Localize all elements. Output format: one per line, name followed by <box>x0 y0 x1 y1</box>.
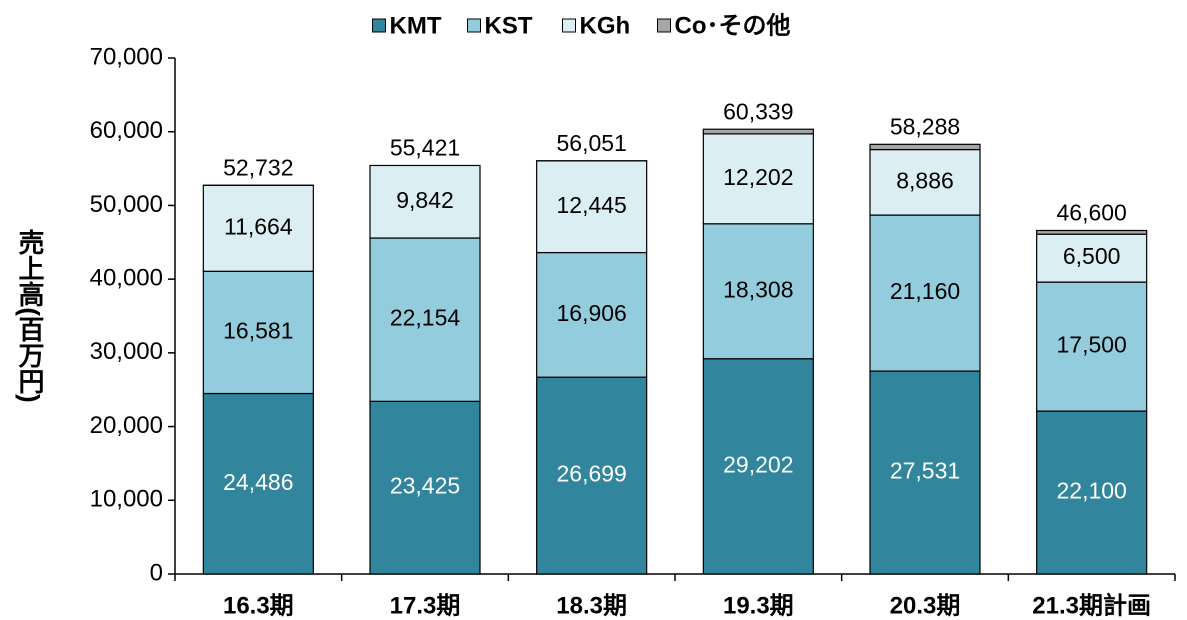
data-label: 16,906 <box>556 300 626 326</box>
data-label: 12,445 <box>556 192 626 218</box>
data-label: 9,842 <box>396 187 454 213</box>
data-label: 24,486 <box>223 469 293 495</box>
data-label: 22,154 <box>390 305 461 331</box>
total-label: 46,600 <box>1056 200 1126 226</box>
y-tick-label: 50,000 <box>90 191 163 218</box>
y-tick-label: 10,000 <box>90 486 163 513</box>
x-tick-label: 21.3期計画 <box>1032 591 1151 619</box>
legend-swatch <box>372 18 386 33</box>
x-tick-label: 16.3期 <box>223 592 294 619</box>
data-label: 29,202 <box>723 451 793 477</box>
bar-segment <box>1036 281 1148 412</box>
data-label: 26,699 <box>556 461 626 487</box>
x-tick-label: 17.3期 <box>390 592 461 619</box>
bar-segment <box>369 237 481 402</box>
data-label: 6,500 <box>1063 243 1121 269</box>
bar-segment <box>702 358 814 575</box>
bar-segment <box>702 223 814 360</box>
y-tick-label: 20,000 <box>90 412 163 439</box>
data-label: 27,531 <box>890 458 960 484</box>
x-tick-label: 19.3期 <box>723 592 794 619</box>
total-label: 60,339 <box>723 98 793 124</box>
legend-swatch <box>657 18 671 33</box>
bar-segment <box>869 143 981 151</box>
y-axis-label: 売上高(百万円) <box>15 229 45 402</box>
bar-segment <box>869 370 981 575</box>
legend-swatch <box>562 18 576 33</box>
bar-segment <box>369 400 481 575</box>
data-label: 22,100 <box>1056 478 1126 504</box>
total-label: 58,288 <box>890 113 960 139</box>
data-label: 8,886 <box>896 167 954 193</box>
data-label: 18,308 <box>723 276 793 302</box>
bar-segment <box>202 392 314 575</box>
bar-segment <box>869 214 981 372</box>
legend-label: KMT <box>390 12 442 39</box>
legend-label: KGh <box>580 12 631 39</box>
legend-swatch <box>467 18 481 33</box>
bar-segment <box>702 133 814 225</box>
y-tick-label: 60,000 <box>90 117 163 144</box>
bar-segment <box>202 270 314 395</box>
bar-segment <box>369 164 481 239</box>
bar-segment <box>1036 410 1148 575</box>
bar-segment <box>536 251 648 378</box>
bar-segment <box>1036 229 1148 235</box>
y-tick-label: 30,000 <box>90 338 163 365</box>
data-label: 16,581 <box>223 317 293 343</box>
y-tick-label: 0 <box>150 559 163 586</box>
x-tick-label: 18.3期 <box>556 592 627 619</box>
bar-segment <box>1036 233 1148 283</box>
total-label: 52,732 <box>223 154 293 180</box>
bar-segment <box>869 148 981 216</box>
total-label: 55,421 <box>390 135 460 161</box>
y-tick-label: 70,000 <box>90 43 163 70</box>
data-label: 17,500 <box>1056 332 1126 358</box>
data-label: 23,425 <box>390 473 460 499</box>
y-tick-label: 40,000 <box>90 264 163 291</box>
bar-segment <box>536 160 648 254</box>
legend-label: Co･その他 <box>675 12 791 39</box>
data-label: 12,202 <box>723 164 793 190</box>
legend-label: KST <box>485 12 533 39</box>
bar-segment <box>202 184 314 272</box>
total-label: 56,051 <box>556 130 626 156</box>
bar-segment <box>702 128 814 135</box>
x-tick-label: 20.3期 <box>890 592 961 619</box>
data-label: 11,664 <box>224 213 293 239</box>
data-label: 21,160 <box>890 278 960 304</box>
